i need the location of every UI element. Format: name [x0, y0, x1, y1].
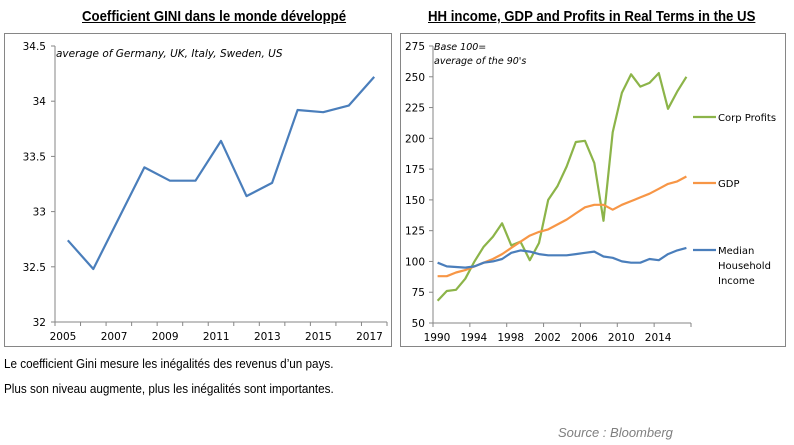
gini-x-tick-label: 2013 — [254, 331, 281, 343]
gini-chart-frame: average of Germany, UK, Italy, Sweden, U… — [4, 33, 392, 347]
us-x-tick-label: 1994 — [460, 332, 487, 344]
gini-y-tick-label: 34 — [33, 96, 47, 108]
legend-label-gdp: GDP — [718, 179, 739, 190]
gini-y-tick-label: 34.5 — [23, 41, 46, 53]
us-y-tick-label: 200 — [405, 133, 425, 145]
legend-label-median-household-income: Median — [718, 246, 754, 257]
gini-y-tick-label: 32.5 — [23, 262, 46, 274]
gini-x-tick-label: 2017 — [356, 331, 383, 343]
gini-y-tick-label: 33.5 — [23, 151, 46, 163]
gini-x-tick-label: 2015 — [305, 331, 332, 343]
us-y-tick-label: 225 — [405, 103, 425, 115]
us-x-tick-label: 2006 — [571, 332, 598, 344]
note-line-1: Le coefficient Gini mesure les inégalité… — [4, 356, 334, 371]
note-line-2: Plus son niveau augmente, plus les inéga… — [4, 381, 334, 396]
gini-chart: average of Germany, UK, Italy, Sweden, U… — [23, 41, 388, 343]
us-y-tick-label: 250 — [405, 72, 425, 84]
gini-y-tick-label: 33 — [33, 207, 46, 219]
gini-x-tick-label: 2011 — [203, 331, 230, 343]
us-x-tick-label: 2014 — [645, 332, 672, 344]
legend-label-median-household-income: Income — [718, 276, 755, 287]
gini-series-line — [66, 76, 376, 271]
us-series-line-corp-profits — [436, 71, 688, 302]
legend-label-corp-profits: Corp Profits — [718, 113, 776, 124]
gini-chart-title: Coefficient GINI dans le monde développé — [82, 8, 347, 25]
us-x-tick-label: 2010 — [608, 332, 635, 344]
us-y-tick-label: 125 — [405, 226, 425, 238]
us-chart: Base 100= average of the 90's 50 75 100 125… — [405, 41, 776, 344]
us-y-tick-label: 150 — [405, 195, 425, 207]
legend-label-median-household-income: Household — [718, 261, 771, 272]
gini-x-tick-label: 2005 — [50, 331, 77, 343]
gini-x-tick-label: 2007 — [101, 331, 128, 343]
us-y-tick-label: 275 — [405, 41, 425, 53]
source-note: Source : Bloomberg — [558, 425, 673, 440]
us-series-line-median-household-income — [437, 246, 687, 269]
us-x-tick-label: 1998 — [497, 332, 524, 344]
us-chart-title: HH income, GDP and Profits in Real Terms… — [428, 8, 756, 25]
us-x-tick-label: 1990 — [424, 332, 451, 344]
us-y-tick-label: 100 — [405, 256, 425, 268]
us-y-tick-label: 175 — [405, 164, 425, 176]
us-annotation-line-2: average of the 90's — [434, 56, 526, 67]
us-y-tick-label: 75 — [412, 287, 425, 299]
us-y-tick-label: 50 — [412, 318, 425, 330]
us-annotation-line-1: Base 100= — [434, 42, 486, 53]
us-x-tick-label: 2002 — [534, 332, 561, 344]
gini-x-tick-label: 2009 — [152, 331, 179, 343]
gini-y-tick-label: 32 — [33, 317, 46, 329]
gini-annotation: average of Germany, UK, Italy, Sweden, U… — [56, 48, 283, 60]
us-chart-frame: Base 100= average of the 90's 50 75 100 125… — [400, 33, 786, 347]
